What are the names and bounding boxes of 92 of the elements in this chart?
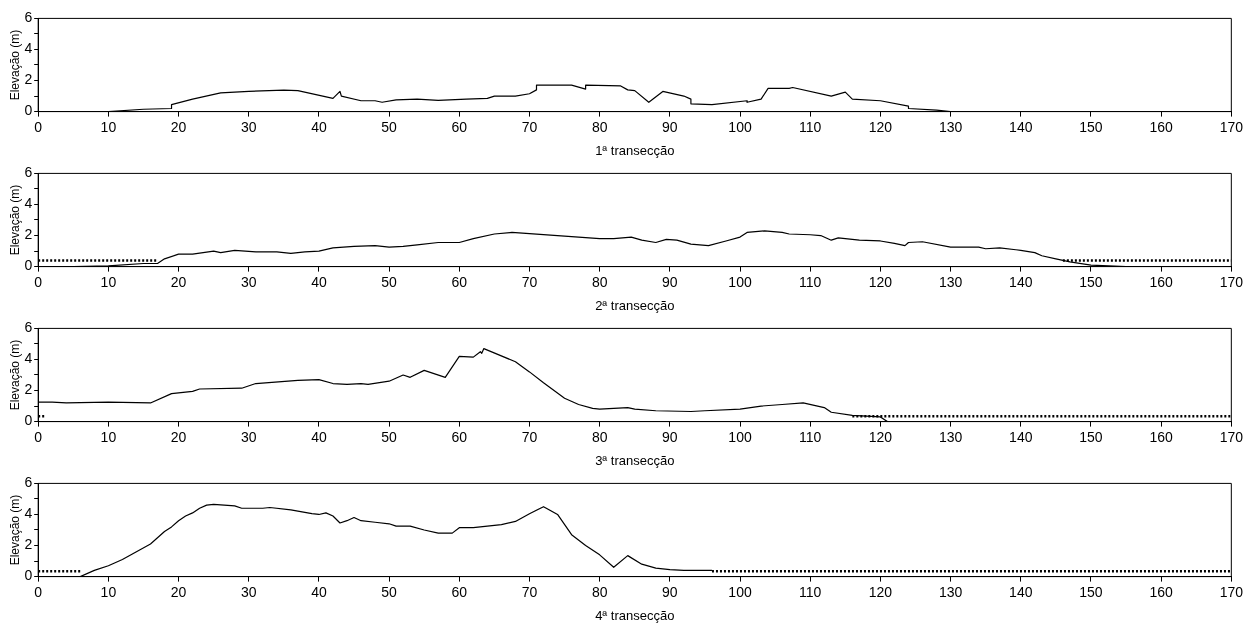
x-tick-label: 30 <box>240 273 257 290</box>
y-tick-label: 6 <box>24 319 33 336</box>
x-tick-label: 140 <box>1009 583 1033 600</box>
x-tick-label: 10 <box>100 118 117 135</box>
x-tick-label: 10 <box>100 428 117 445</box>
x-tick-label: 110 <box>799 273 822 290</box>
x-tick-label: 100 <box>728 273 752 290</box>
x-axis-title: 2ª transecção <box>595 297 675 313</box>
y-tick-label: 2 <box>24 381 33 398</box>
x-tick-label: 40 <box>311 583 327 600</box>
x-tick-label: 80 <box>591 583 608 600</box>
y-tick-label: 6 <box>24 9 33 26</box>
x-tick-label: 140 <box>1009 118 1033 135</box>
x-tick-label: 150 <box>1079 583 1103 600</box>
x-tick-label: 90 <box>662 118 678 135</box>
y-tick-label: 0 <box>24 567 33 584</box>
x-tick-label: 130 <box>938 428 963 445</box>
x-tick-label: 10 <box>100 583 117 600</box>
x-tick-label: 40 <box>311 428 327 445</box>
x-tick-label: 110 <box>799 583 822 600</box>
x-tick-label: 20 <box>170 583 187 600</box>
x-tick-label: 120 <box>868 273 893 290</box>
x-tick-label: 100 <box>728 583 752 600</box>
x-tick-label: 120 <box>868 118 893 135</box>
x-tick-label: 130 <box>938 118 963 135</box>
y-axis-title: Elevação (m) <box>7 184 22 256</box>
x-tick-label: 110 <box>799 118 822 135</box>
x-tick-label: 20 <box>170 428 187 445</box>
x-tick-label: 20 <box>170 118 187 135</box>
x-tick-label: 80 <box>591 273 608 290</box>
y-axis-title: Elevação (m) <box>7 29 22 101</box>
x-tick-label: 100 <box>728 118 752 135</box>
x-axis-title: 4ª transecção <box>595 607 675 623</box>
y-tick-label: 2 <box>24 536 33 553</box>
x-tick-label: 90 <box>662 273 678 290</box>
x-tick-label: 120 <box>868 583 893 600</box>
x-tick-label: 70 <box>521 118 538 135</box>
x-tick-label: 40 <box>311 118 327 135</box>
x-tick-label: 80 <box>591 118 608 135</box>
y-tick-label: 0 <box>24 102 33 119</box>
x-tick-label: 160 <box>1149 428 1174 445</box>
x-tick-label: 60 <box>451 273 468 290</box>
x-tick-label: 170 <box>1219 428 1244 445</box>
x-tick-label: 130 <box>938 273 963 290</box>
x-tick-label: 170 <box>1219 583 1244 600</box>
y-tick-label: 0 <box>24 257 33 274</box>
x-tick-label: 150 <box>1079 118 1103 135</box>
x-tick-label: 80 <box>591 428 608 445</box>
x-tick-label: 150 <box>1079 428 1103 445</box>
y-tick-label: 0 <box>24 412 33 429</box>
x-tick-label: 60 <box>451 118 468 135</box>
x-tick-label: 50 <box>381 118 398 135</box>
x-tick-label: 160 <box>1149 583 1174 600</box>
x-tick-label: 10 <box>100 273 117 290</box>
y-tick-label: 2 <box>24 71 33 88</box>
y-tick-label: 6 <box>24 474 33 491</box>
x-tick-label: 30 <box>240 583 257 600</box>
y-tick-label: 4 <box>24 505 33 522</box>
y-axis-title: Elevação (m) <box>7 494 22 566</box>
x-tick-label: 120 <box>868 428 893 445</box>
x-tick-label: 170 <box>1219 118 1244 135</box>
x-tick-label: 170 <box>1219 273 1244 290</box>
x-tick-label: 150 <box>1079 273 1103 290</box>
y-tick-label: 4 <box>24 350 33 367</box>
x-tick-label: 50 <box>381 428 398 445</box>
x-tick-label: 70 <box>521 428 538 445</box>
x-tick-label: 160 <box>1149 273 1174 290</box>
y-tick-label: 4 <box>24 40 33 57</box>
y-tick-label: 4 <box>24 195 33 212</box>
x-tick-label: 30 <box>240 428 257 445</box>
x-tick-label: 20 <box>170 273 187 290</box>
x-tick-label: 70 <box>521 583 538 600</box>
x-tick-label: 60 <box>451 428 468 445</box>
x-axis-title: 3ª transecção <box>595 452 675 468</box>
x-tick-label: 140 <box>1009 273 1033 290</box>
x-tick-label: 50 <box>381 273 398 290</box>
x-tick-label: 50 <box>381 583 398 600</box>
x-tick-label: 160 <box>1149 118 1174 135</box>
x-tick-label: 30 <box>240 118 257 135</box>
x-tick-label: 40 <box>311 273 327 290</box>
x-tick-label: 70 <box>521 273 538 290</box>
x-tick-label: 130 <box>938 583 963 600</box>
x-axis-title: 1ª transecção <box>595 142 675 158</box>
x-tick-label: 140 <box>1009 428 1033 445</box>
x-tick-label: 100 <box>728 428 752 445</box>
y-axis-title: Elevação (m) <box>7 339 22 411</box>
y-tick-label: 6 <box>24 164 33 181</box>
x-tick-label: 110 <box>799 428 822 445</box>
x-tick-label: 90 <box>662 583 678 600</box>
y-tick-label: 2 <box>24 226 33 243</box>
x-tick-label: 60 <box>451 583 468 600</box>
x-tick-label: 90 <box>662 428 678 445</box>
